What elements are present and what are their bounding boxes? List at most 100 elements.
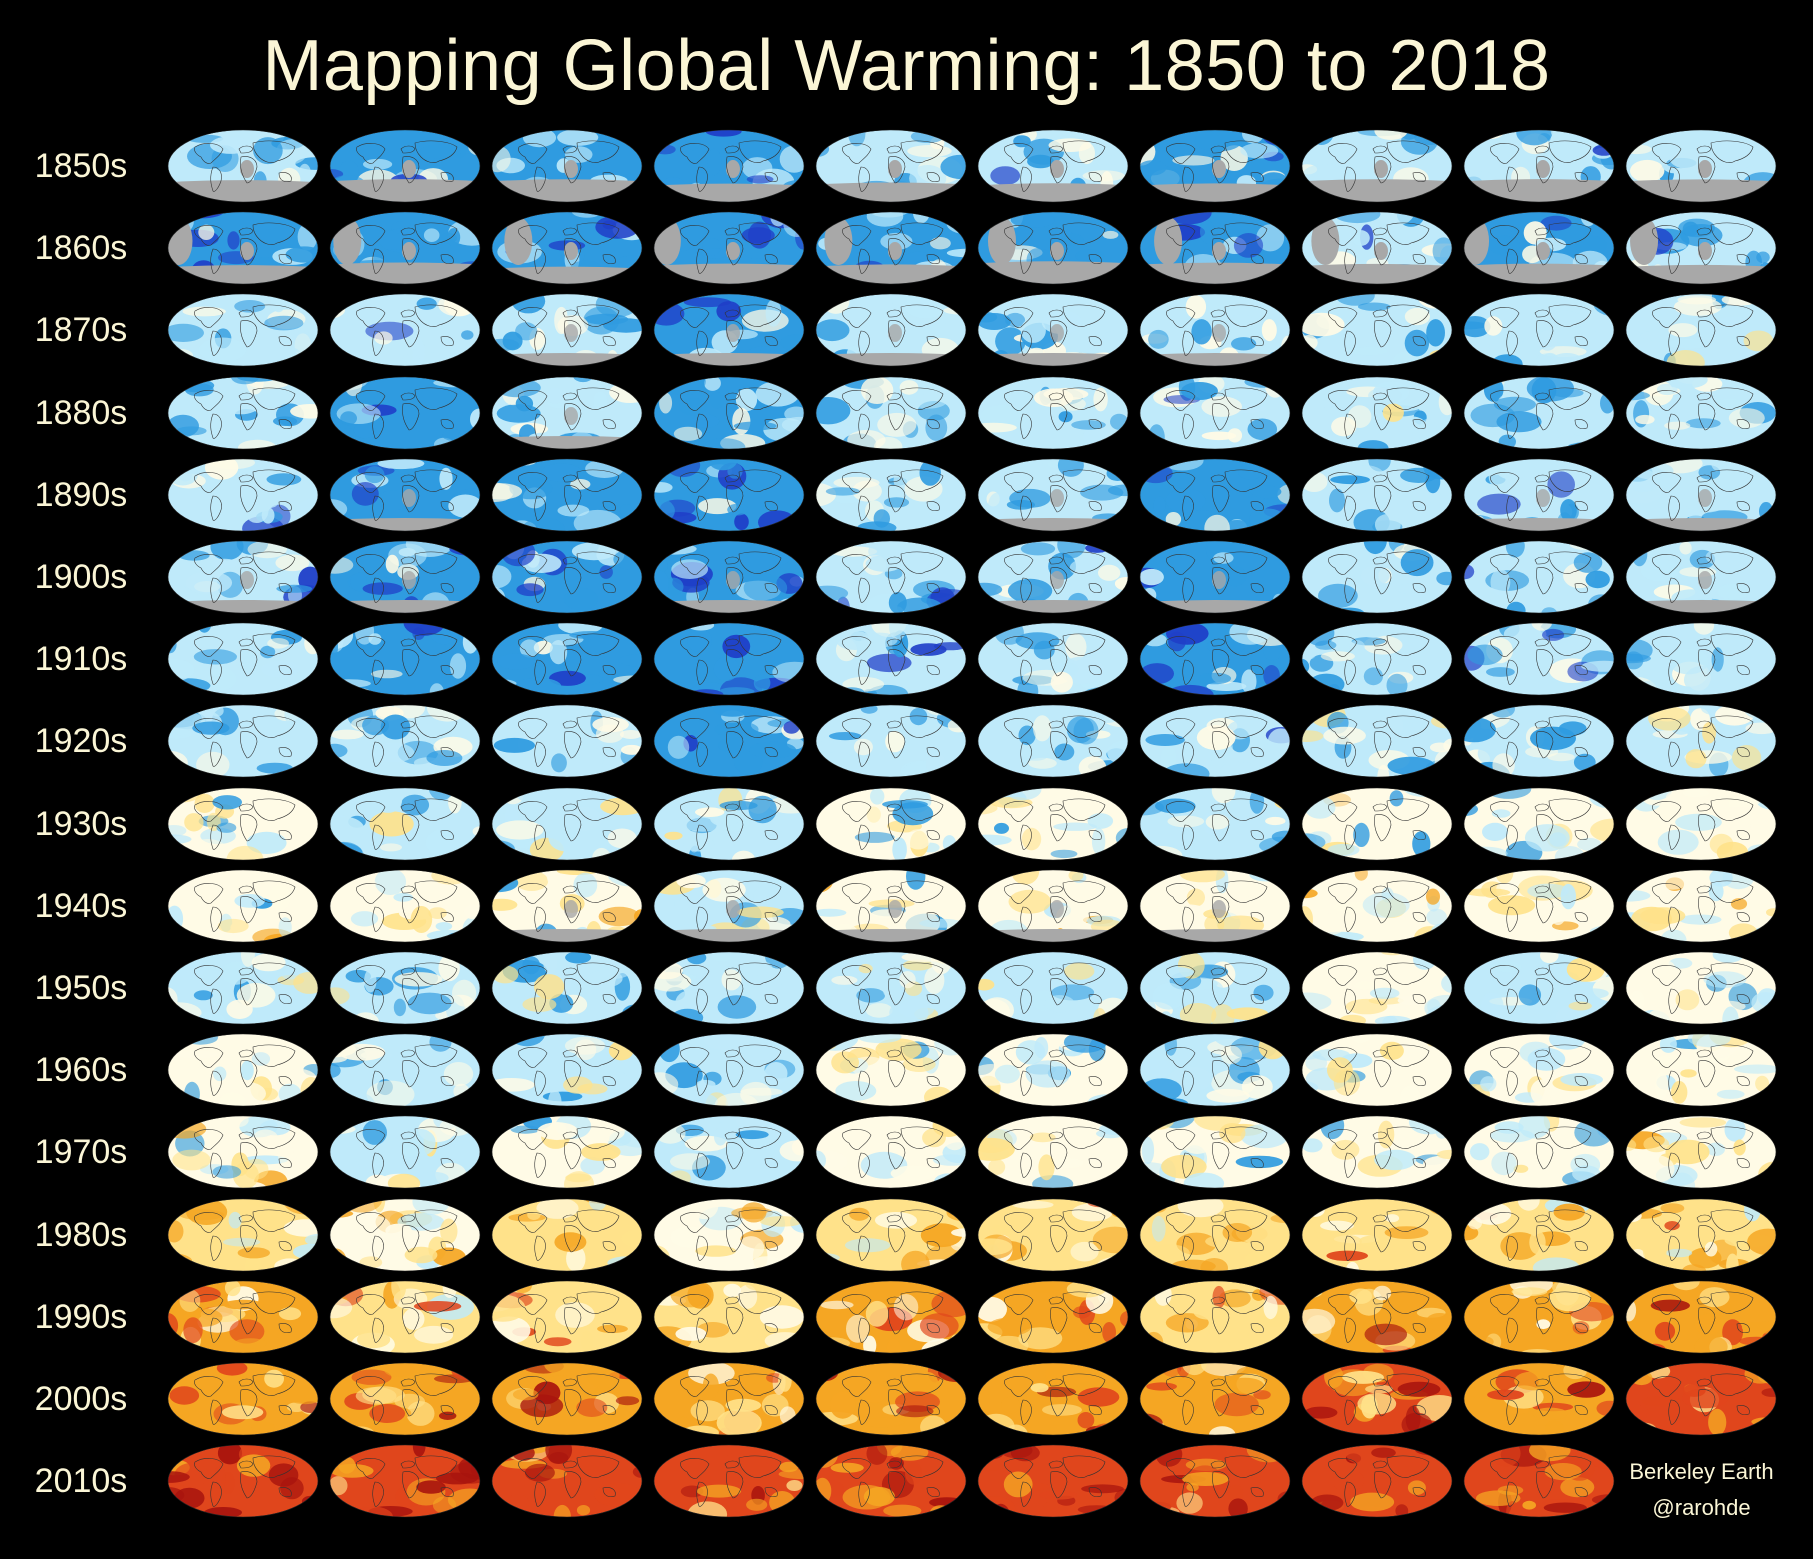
world-map bbox=[1625, 1198, 1777, 1271]
map-outline bbox=[1463, 1444, 1615, 1518]
coastline bbox=[1490, 554, 1520, 575]
anomaly-patch bbox=[621, 1228, 642, 1248]
map-outline bbox=[1625, 129, 1777, 203]
anomaly-patch bbox=[770, 687, 797, 696]
anomaly-patch bbox=[703, 437, 746, 449]
map-outline bbox=[653, 622, 805, 696]
coastline bbox=[1004, 1047, 1034, 1068]
anomaly-patch bbox=[1643, 1136, 1670, 1153]
coastline bbox=[1212, 1142, 1230, 1170]
anomaly-patch bbox=[1241, 1075, 1273, 1099]
coastline bbox=[1050, 1224, 1068, 1252]
no-data-region bbox=[564, 324, 578, 343]
coastline bbox=[1536, 156, 1554, 184]
coastline bbox=[278, 418, 292, 429]
map-outline bbox=[1625, 540, 1777, 614]
coastline bbox=[1048, 1460, 1064, 1469]
anomaly-patch bbox=[936, 851, 953, 860]
anomaly-patch bbox=[780, 334, 804, 352]
coastline bbox=[1574, 1487, 1588, 1498]
coastline bbox=[1182, 659, 1194, 685]
coastline bbox=[1182, 495, 1194, 521]
map-outline bbox=[815, 705, 967, 778]
coastline bbox=[252, 716, 296, 739]
anomaly-patch bbox=[1668, 323, 1698, 338]
anomaly-patch bbox=[414, 1325, 454, 1344]
coastline bbox=[400, 392, 416, 400]
coastline bbox=[372, 1235, 384, 1261]
anomaly-patch bbox=[439, 467, 453, 490]
anomaly-patch bbox=[1732, 745, 1762, 771]
coastline bbox=[1212, 1060, 1230, 1088]
coastline bbox=[858, 659, 870, 685]
anomaly-patch bbox=[366, 1080, 415, 1107]
coastline bbox=[356, 882, 386, 904]
anomaly-patch bbox=[573, 872, 598, 898]
anomaly-patch bbox=[1357, 302, 1391, 312]
map-outline bbox=[977, 129, 1129, 203]
map-outline bbox=[491, 540, 643, 614]
coastline bbox=[1210, 1214, 1226, 1222]
anomaly-patch bbox=[771, 1281, 796, 1292]
coastline bbox=[238, 1378, 254, 1387]
anomaly-patch bbox=[1667, 1172, 1696, 1189]
coastline bbox=[1736, 1240, 1750, 1251]
anomaly-patch bbox=[723, 1283, 742, 1297]
map-outline bbox=[329, 376, 481, 449]
coastline bbox=[278, 501, 292, 511]
anomaly-patch bbox=[524, 1463, 555, 1482]
anomaly-patch bbox=[889, 999, 929, 1024]
coastline bbox=[1088, 1487, 1102, 1498]
world-map bbox=[653, 540, 805, 614]
anomaly-patch bbox=[1302, 1138, 1323, 1153]
coastline bbox=[1088, 336, 1102, 347]
coastline bbox=[1344, 577, 1356, 603]
coastline bbox=[1412, 1487, 1426, 1498]
anomaly-patch bbox=[330, 1280, 351, 1293]
map-outline bbox=[167, 1198, 319, 1271]
anomaly-patch bbox=[1233, 233, 1264, 258]
coastline bbox=[1696, 145, 1712, 154]
anomaly-patch bbox=[213, 1066, 227, 1082]
anomaly-patch bbox=[211, 502, 257, 517]
anomaly-patch bbox=[1488, 465, 1507, 488]
coastline bbox=[1344, 248, 1356, 274]
anomaly-patch bbox=[779, 969, 804, 991]
coastline bbox=[1696, 556, 1712, 565]
anomaly-patch bbox=[1354, 981, 1377, 990]
anomaly-patch bbox=[946, 248, 966, 258]
no-data-region bbox=[1630, 217, 1659, 266]
world-map bbox=[329, 129, 481, 203]
coastline bbox=[518, 554, 548, 575]
coastline bbox=[1698, 320, 1716, 348]
anomaly-patch bbox=[1140, 1010, 1156, 1024]
world-map bbox=[329, 869, 481, 943]
anomaly-patch bbox=[1659, 1035, 1677, 1054]
anomaly-patch bbox=[978, 952, 1012, 960]
coastline bbox=[402, 156, 420, 184]
coastline bbox=[1182, 1070, 1194, 1096]
coastline bbox=[888, 1389, 906, 1417]
anomaly-patch bbox=[210, 558, 238, 569]
anomaly-patch bbox=[168, 824, 187, 836]
anomaly-patch bbox=[1665, 1139, 1710, 1165]
anomaly-patch bbox=[857, 1034, 902, 1044]
coastline bbox=[842, 965, 872, 986]
anomaly-patch bbox=[1075, 249, 1105, 263]
coastline bbox=[1490, 800, 1520, 822]
anomaly-patch bbox=[1395, 497, 1420, 522]
coastline bbox=[278, 1405, 292, 1416]
world-map bbox=[167, 1280, 319, 1354]
coastline bbox=[1668, 742, 1680, 768]
coastline bbox=[210, 988, 222, 1014]
coastline bbox=[562, 1132, 578, 1140]
coastline bbox=[252, 305, 296, 328]
coastline bbox=[1412, 418, 1426, 429]
coastline bbox=[724, 1378, 740, 1387]
coastline bbox=[1088, 747, 1102, 758]
coastline bbox=[1250, 583, 1264, 594]
anomaly-patch bbox=[1560, 1073, 1603, 1087]
coastline bbox=[1210, 638, 1226, 647]
world-map bbox=[167, 869, 319, 943]
coastline bbox=[400, 885, 416, 894]
